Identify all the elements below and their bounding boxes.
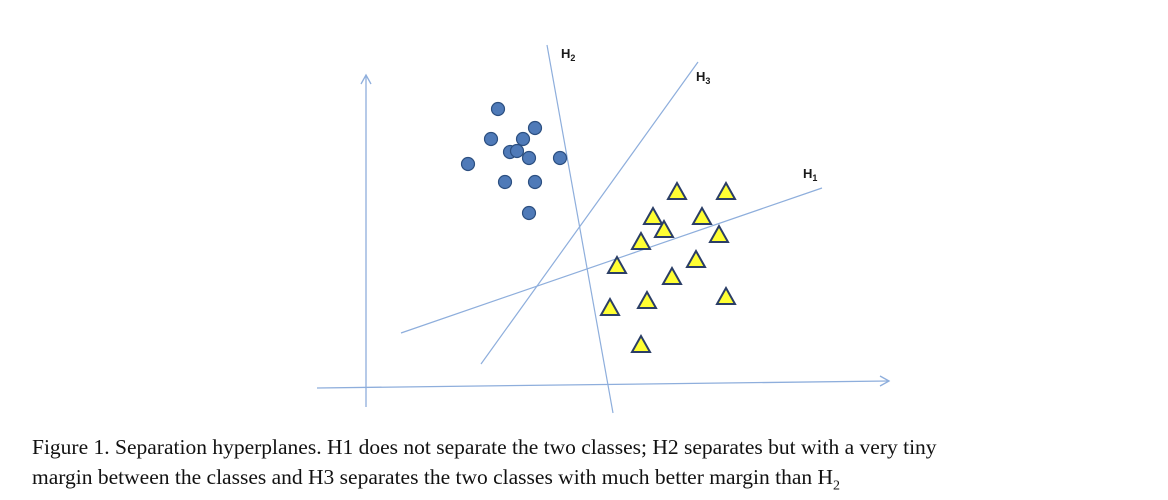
hyperplane-h1 — [400, 187, 823, 334]
caption-subscript: 2 — [833, 478, 841, 494]
triangle-point — [708, 223, 730, 244]
triangle-point — [715, 180, 737, 201]
triangle-class-points — [599, 180, 737, 354]
triangle-point — [691, 205, 713, 226]
label-h3: H3 — [696, 69, 710, 86]
label-h1: H1 — [803, 166, 817, 183]
triangle-point — [661, 265, 683, 286]
circle-point — [509, 143, 525, 159]
circle-point — [527, 120, 543, 136]
triangle-point — [606, 254, 628, 275]
triangle-point — [666, 180, 688, 201]
triangle-point — [636, 289, 658, 310]
circle-class-points — [460, 101, 568, 221]
circle-point — [552, 150, 568, 166]
triangle-point — [630, 333, 652, 354]
axes — [316, 73, 891, 407]
circle-point — [515, 131, 531, 147]
x-axis-arrowhead — [879, 375, 891, 387]
circle-point — [521, 150, 537, 166]
triangle-point — [715, 285, 737, 306]
circle-point — [521, 205, 537, 221]
circle-point — [483, 131, 499, 147]
triangle-point — [599, 296, 621, 317]
triangle-point — [653, 218, 675, 239]
figure-caption: Figure 1. Separation hyperplanes. H1 doe… — [32, 432, 1144, 494]
caption-line-2: margin between the classes and H3 separa… — [32, 465, 834, 489]
caption-line-1: Figure 1. Separation hyperplanes. H1 doe… — [32, 435, 937, 459]
triangle-point — [685, 248, 707, 269]
triangle-point — [630, 230, 652, 251]
y-axis-arrowhead — [360, 73, 372, 85]
circle-point — [490, 101, 506, 117]
circle-point — [460, 156, 476, 172]
circle-point — [497, 174, 513, 190]
separation-hyperplanes-diagram: H2 H3 H1 — [316, 44, 891, 414]
hyperplane-h2 — [546, 44, 614, 414]
triangle-point — [642, 205, 664, 226]
circle-point — [527, 174, 543, 190]
x-axis — [316, 380, 889, 389]
hyperplane-h3 — [480, 61, 699, 365]
label-h2: H2 — [561, 46, 575, 63]
hyperplanes — [400, 44, 823, 414]
